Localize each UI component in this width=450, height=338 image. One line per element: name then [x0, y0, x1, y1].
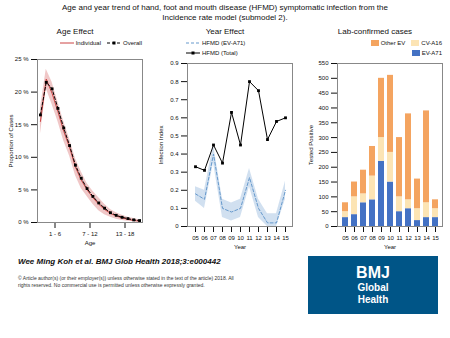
svg-text:11: 11 — [396, 235, 403, 241]
svg-text:Year: Year — [234, 244, 246, 250]
svg-text:350: 350 — [318, 120, 329, 126]
svg-text:08: 08 — [369, 235, 376, 241]
svg-text:09: 09 — [228, 235, 235, 241]
svg-text:0: 0 — [325, 223, 329, 229]
html-text:Other EV: Other EV — [380, 40, 406, 46]
html-text:HFMD (EV-A71): HFMD (EV-A71) — [202, 40, 246, 46]
svg-text:14: 14 — [423, 235, 430, 241]
svg-text:15: 15 — [432, 235, 439, 241]
svg-text:0.8: 0.8 — [170, 79, 179, 85]
svg-text:05: 05 — [342, 235, 349, 241]
svg-text:06: 06 — [201, 235, 208, 241]
svg-text:25 %: 25 % — [15, 56, 29, 62]
svg-text:0.3: 0.3 — [170, 169, 179, 175]
svg-text:5 %: 5 % — [18, 187, 29, 193]
svg-text:20 %: 20 % — [15, 89, 29, 95]
html-text:HFMD (Total): HFMD (Total) — [202, 50, 238, 56]
svg-text:550: 550 — [318, 60, 329, 66]
svg-text:0.7: 0.7 — [170, 97, 179, 103]
html-text:Wee Ming Koh et al. BMJ Glob H: Wee Ming Koh et al. BMJ Glob Health 2018… — [18, 257, 221, 266]
svg-text:13 - 18: 13 - 18 — [116, 231, 135, 237]
html-text:EV-A71: EV-A71 — [421, 50, 442, 56]
svg-text:0.1: 0.1 — [170, 205, 179, 211]
html-text:Global: Global — [357, 282, 389, 293]
svg-text:Tested Positive: Tested Positive — [308, 124, 314, 165]
svg-text:08: 08 — [219, 235, 226, 241]
html-text:CV-A16: CV-A16 — [421, 40, 442, 46]
svg-text:450: 450 — [318, 90, 329, 96]
svg-text:15: 15 — [282, 235, 289, 241]
html-text:BMJ: BMJ — [356, 264, 390, 281]
svg-text:13: 13 — [264, 235, 271, 241]
svg-text:11: 11 — [246, 235, 253, 241]
html-text:Lab-confirmed cases: Lab-confirmed cases — [337, 27, 413, 36]
svg-text:14: 14 — [273, 235, 280, 241]
svg-text:0.6: 0.6 — [170, 115, 179, 121]
svg-text:7 - 12: 7 - 12 — [82, 231, 98, 237]
html-text:Health: Health — [357, 294, 389, 305]
svg-text:Proportion of Cases: Proportion of Cases — [8, 114, 14, 167]
svg-text:07: 07 — [360, 235, 367, 241]
svg-text:07: 07 — [210, 235, 217, 241]
svg-text:Year: Year — [384, 244, 396, 250]
svg-text:250: 250 — [318, 149, 329, 155]
svg-text:05: 05 — [192, 235, 199, 241]
svg-text:12: 12 — [255, 235, 262, 241]
svg-text:300: 300 — [318, 135, 329, 141]
svg-text:0: 0 — [175, 223, 179, 229]
svg-text:0.4: 0.4 — [170, 151, 179, 157]
svg-text:200: 200 — [318, 164, 329, 170]
html-text:Age and year trend of hand, fo: Age and year trend of hand, foot and mou… — [62, 3, 388, 12]
svg-text:12: 12 — [405, 235, 412, 241]
svg-text:100: 100 — [318, 194, 329, 200]
svg-text:10 %: 10 % — [15, 154, 29, 160]
svg-text:15 %: 15 % — [15, 122, 29, 128]
svg-text:500: 500 — [318, 75, 329, 81]
html-text:Overall: Overall — [123, 40, 142, 46]
svg-text:50: 50 — [322, 209, 329, 215]
html-text:Age Effect: Age Effect — [56, 27, 94, 36]
svg-text:Infection Index: Infection Index — [158, 125, 164, 164]
html-text:Year Effect: Year Effect — [205, 27, 245, 36]
svg-text:150: 150 — [318, 179, 329, 185]
html-text:Individual: Individual — [75, 40, 101, 46]
html-text:© Article author(s) (or their: © Article author(s) (or their employer(s… — [18, 275, 234, 288]
svg-text:06: 06 — [351, 235, 358, 241]
svg-text:0 %: 0 % — [18, 219, 29, 225]
svg-text:10: 10 — [237, 235, 244, 241]
svg-text:13: 13 — [414, 235, 421, 241]
svg-text:0.5: 0.5 — [170, 133, 179, 139]
svg-text:1 - 6: 1 - 6 — [49, 231, 62, 237]
svg-text:09: 09 — [378, 235, 385, 241]
svg-text:400: 400 — [318, 105, 329, 111]
html-text:Incidence rate model (submodel: Incidence rate model (submodel 2). — [162, 13, 288, 22]
svg-text:0.9: 0.9 — [170, 60, 179, 66]
svg-text:10: 10 — [387, 235, 394, 241]
svg-text:Age: Age — [85, 240, 96, 246]
svg-text:0.2: 0.2 — [170, 187, 179, 193]
